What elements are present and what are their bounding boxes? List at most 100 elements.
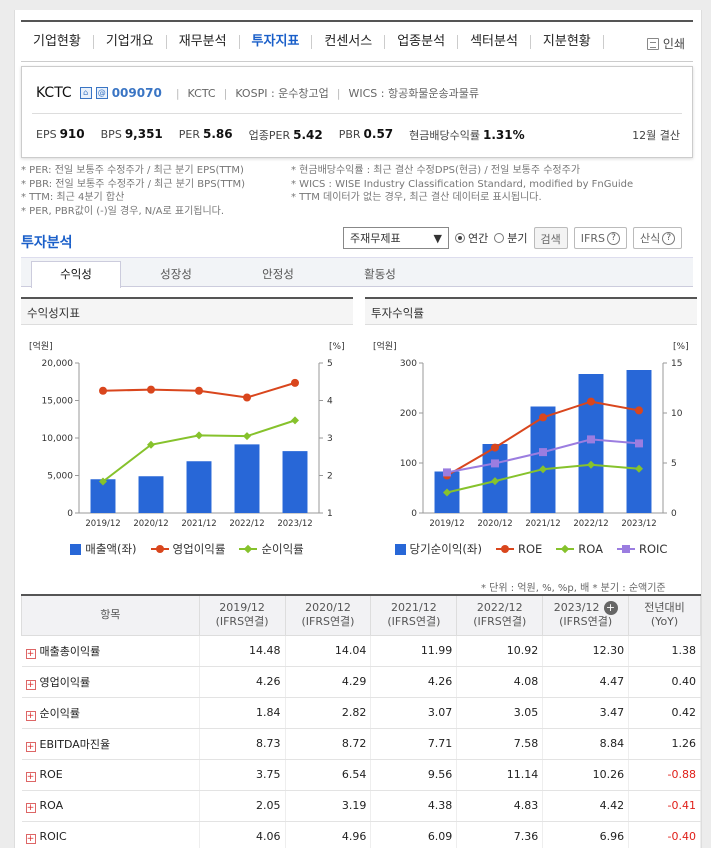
legend-item[interactable]: 매출액(좌) <box>70 541 137 557</box>
page-frame: 기업현황 기업개요 재무분석 투자지표 컨센서스 업종분석 섹터분석 지분현황 … <box>14 10 702 848</box>
expand-icon[interactable]: + <box>25 771 36 782</box>
data-point[interactable] <box>147 440 155 449</box>
data-point[interactable] <box>635 464 643 473</box>
data-point[interactable] <box>195 431 203 440</box>
data-point[interactable] <box>99 386 107 395</box>
data-point[interactable] <box>243 432 251 441</box>
analysis-tabs: 수익성 성장성 안정성 활동성 <box>21 257 693 288</box>
nav-item-consensus[interactable]: 컨센서스 <box>312 34 386 49</box>
legend-item[interactable]: 영업이익률 <box>150 541 225 557</box>
expand-icon[interactable]: + <box>25 648 36 659</box>
bar[interactable] <box>186 461 212 513</box>
table-cell: 2.82 <box>285 697 372 729</box>
formula-help-button[interactable]: 산식? <box>632 227 683 249</box>
row-label[interactable]: + ROA <box>21 790 200 822</box>
data-point[interactable] <box>443 488 451 497</box>
printer-icon <box>646 37 659 50</box>
nav-item-investment-indicators[interactable]: 투자지표 <box>240 34 313 49</box>
expand-icon[interactable]: + <box>25 679 36 690</box>
data-point[interactable] <box>291 416 299 425</box>
row-label[interactable]: + ROIC <box>21 821 200 848</box>
bar[interactable] <box>138 476 164 513</box>
nav-item-industry-analysis[interactable]: 업종분석 <box>385 34 459 49</box>
table-cell: 8.73 <box>199 728 286 760</box>
legend-item[interactable]: ROIC <box>617 541 667 557</box>
nav-item-financial-analysis[interactable]: 재무분석 <box>167 34 240 49</box>
row-label[interactable]: + ROE <box>21 759 200 791</box>
row-label[interactable]: + 매출총이익률 <box>21 635 200 667</box>
radio-annual[interactable]: 연간 <box>455 230 488 246</box>
data-point[interactable] <box>539 413 547 422</box>
data-point[interactable] <box>491 477 499 486</box>
table-cell: 3.19 <box>285 790 372 822</box>
bar[interactable] <box>234 444 260 513</box>
y-tick-label-right: 0 <box>671 509 677 519</box>
legend-item[interactable]: 순이익률 <box>239 541 304 557</box>
expand-icon[interactable]: + <box>25 741 36 752</box>
search-button[interactable]: 검색 <box>533 227 568 249</box>
table-cell: 4.47 <box>542 666 630 698</box>
x-tick-label: 2020/12 <box>133 519 168 529</box>
y-tick-label-right: 5 <box>327 359 333 369</box>
chart-title: 수익성지표 <box>21 297 353 325</box>
pbr-stat: PBR 0.57 <box>338 127 394 141</box>
y-tick-label-left: 20,000 <box>42 359 74 369</box>
data-point[interactable] <box>443 468 451 477</box>
y-tick-label-left: 300 <box>400 359 417 369</box>
expand-icon[interactable]: + <box>25 802 36 813</box>
section-title: 투자분석 <box>21 235 73 251</box>
print-button[interactable]: 인쇄 <box>646 35 685 52</box>
bar[interactable] <box>282 451 308 513</box>
data-point[interactable] <box>291 378 299 387</box>
legend-item[interactable]: 당기순이익(좌) <box>394 541 482 557</box>
yoy-cell: 1.38 <box>628 635 701 667</box>
nav-item-company-overview[interactable]: 기업개요 <box>94 34 167 49</box>
statement-select[interactable]: 주재무제표 ▼ <box>343 227 449 249</box>
expand-columns-icon[interactable]: + <box>603 601 618 616</box>
data-point[interactable] <box>539 465 547 474</box>
table-cell: 4.29 <box>285 666 372 698</box>
tab-growth[interactable]: 성장성 <box>160 267 192 281</box>
table-cell: 2.05 <box>199 790 286 822</box>
ifrs-help-button[interactable]: IFRS? <box>573 227 627 249</box>
table-cell: 11.14 <box>456 759 544 791</box>
nav-item-sector-analysis[interactable]: 섹터분석 <box>458 34 531 49</box>
legend-marker <box>150 545 169 553</box>
website-icon[interactable]: @ <box>95 87 108 99</box>
tab-activity[interactable]: 활동성 <box>364 267 396 281</box>
data-point[interactable] <box>635 439 643 448</box>
data-point[interactable] <box>195 386 203 395</box>
axis-unit-left: [억원] <box>373 340 397 352</box>
data-point[interactable] <box>491 459 499 468</box>
expand-icon[interactable]: + <box>25 710 36 721</box>
expand-icon[interactable]: + <box>25 833 36 844</box>
data-point[interactable] <box>491 443 499 452</box>
data-point[interactable] <box>539 448 547 457</box>
bar[interactable] <box>578 374 604 513</box>
yoy-cell: 0.42 <box>628 697 701 729</box>
radio-quarter[interactable]: 분기 <box>494 230 528 246</box>
y-tick-label-left: 0 <box>67 509 73 519</box>
col-header-year: 2022/12 (IFRS연결) <box>456 594 544 636</box>
legend-label: ROE <box>517 542 543 556</box>
data-point[interactable] <box>635 406 643 415</box>
row-label[interactable]: + 순이익률 <box>21 697 200 729</box>
bar[interactable] <box>530 406 556 514</box>
data-point[interactable] <box>587 435 595 444</box>
legend-item[interactable]: ROE <box>495 541 543 557</box>
row-label[interactable]: + EBITDA마진율 <box>21 728 200 760</box>
tab-profitability[interactable]: 수익성 <box>31 261 121 288</box>
data-point[interactable] <box>243 393 251 402</box>
data-point[interactable] <box>587 460 595 469</box>
nav-item-company-status[interactable]: 기업현황 <box>21 34 94 49</box>
legend-item[interactable]: ROA <box>556 541 603 557</box>
nav-item-shareholding[interactable]: 지분현황 <box>531 34 604 49</box>
profitability-chart: [억원] [%] 0 5,000 10,000 15,000 20,000 1 2 3 4 5 2019… <box>29 340 345 529</box>
data-point[interactable] <box>147 385 155 394</box>
row-label[interactable]: + 영업이익률 <box>21 666 200 698</box>
tab-stability[interactable]: 안정성 <box>262 267 294 281</box>
data-point[interactable] <box>587 397 595 406</box>
home-icon[interactable]: ⌂ <box>79 87 92 99</box>
table-cell: 14.04 <box>285 635 372 667</box>
data-point[interactable] <box>99 477 107 486</box>
